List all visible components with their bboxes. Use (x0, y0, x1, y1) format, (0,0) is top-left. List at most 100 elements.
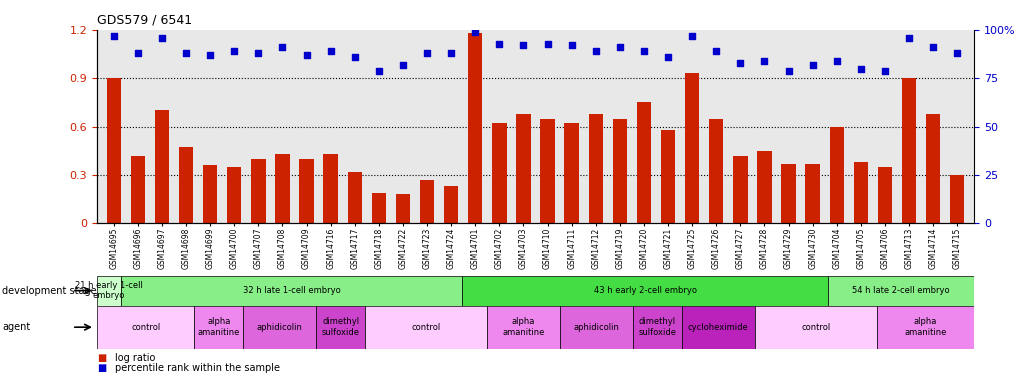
Point (804, 62, 820, 68)
Bar (516, 114, 530, 223)
Bar (853, 162, 867, 223)
Bar (540, 118, 554, 223)
Point (226, 48, 243, 54)
Bar (925, 114, 940, 223)
Bar (901, 78, 915, 223)
Point (827, 58, 844, 64)
Bar (756, 151, 771, 223)
Bar (316, 306, 365, 349)
Point (732, 60, 748, 66)
Point (274, 44, 290, 50)
Bar (155, 111, 169, 223)
Point (611, 44, 628, 50)
Point (659, 54, 676, 60)
Bar (323, 154, 337, 223)
Point (852, 66, 868, 72)
Point (948, 50, 964, 56)
Text: dimethyl
sulfoxide: dimethyl sulfoxide (321, 318, 360, 337)
Point (177, 50, 194, 56)
Text: aphidicolin: aphidicolin (257, 322, 303, 332)
Bar (371, 192, 386, 223)
Bar (949, 175, 964, 223)
Bar (828, 127, 843, 223)
Point (394, 62, 411, 68)
Bar (876, 167, 892, 223)
Text: ■: ■ (97, 353, 106, 363)
Point (539, 40, 555, 46)
Point (587, 48, 603, 54)
Point (684, 33, 700, 39)
Point (202, 52, 218, 58)
Bar (875, 306, 973, 349)
Text: aphidicolin: aphidicolin (573, 322, 619, 332)
Point (876, 68, 893, 74)
Text: dimethyl
sulfoxide: dimethyl sulfoxide (638, 318, 676, 337)
Bar (559, 306, 633, 349)
Point (370, 68, 386, 74)
Bar (636, 102, 650, 223)
Bar (395, 194, 410, 223)
Point (924, 44, 941, 50)
Point (515, 42, 531, 48)
Text: control: control (130, 322, 160, 332)
Bar (684, 74, 699, 223)
Bar (805, 164, 819, 223)
Point (106, 33, 122, 39)
Bar (708, 118, 722, 223)
Text: log ratio: log ratio (115, 353, 156, 363)
Bar (462, 276, 827, 306)
Bar (612, 118, 627, 223)
Point (322, 48, 338, 54)
Bar (564, 123, 579, 223)
Bar (121, 276, 462, 306)
Point (129, 50, 146, 56)
Bar (178, 147, 194, 223)
Text: alpha
amanitine: alpha amanitine (501, 318, 544, 337)
Text: GDS579 / 6541: GDS579 / 6541 (97, 13, 192, 26)
Bar (347, 172, 362, 223)
Bar (243, 306, 316, 349)
Bar (130, 156, 145, 223)
Bar (275, 154, 289, 223)
Bar (733, 156, 747, 223)
Text: control: control (800, 322, 829, 332)
Text: 21 h early 1-cell
embryо: 21 h early 1-cell embryо (75, 281, 143, 300)
Point (442, 50, 459, 56)
Bar (299, 159, 314, 223)
Text: percentile rank within the sample: percentile rank within the sample (115, 363, 280, 374)
Bar (227, 167, 242, 223)
Bar (195, 306, 243, 349)
Text: development stage: development stage (2, 286, 97, 296)
Text: cycloheximide: cycloheximide (687, 322, 748, 332)
Bar (420, 180, 434, 223)
Point (491, 40, 507, 46)
Text: ■: ■ (97, 363, 106, 374)
Bar (588, 114, 602, 223)
Point (707, 48, 723, 54)
Point (154, 35, 170, 41)
Bar (681, 306, 754, 349)
Text: alpha
amanitine: alpha amanitine (903, 318, 946, 337)
Bar (491, 123, 506, 223)
Point (780, 68, 796, 74)
Point (250, 50, 266, 56)
Text: 54 h late 2-cell embryo: 54 h late 2-cell embryo (851, 286, 949, 295)
Bar (97, 276, 121, 306)
Text: alpha
amanitine: alpha amanitine (198, 318, 239, 337)
Point (900, 35, 916, 41)
Point (467, 29, 483, 35)
Bar (781, 164, 795, 223)
Text: 43 h early 2-cell embryo: 43 h early 2-cell embryo (593, 286, 696, 295)
Point (755, 58, 771, 64)
Bar (660, 130, 675, 223)
Bar (486, 306, 559, 349)
Bar (754, 306, 875, 349)
Bar (97, 306, 195, 349)
Text: 32 h late 1-cell embryo: 32 h late 1-cell embryo (243, 286, 340, 295)
Bar (251, 159, 265, 223)
Point (562, 42, 579, 48)
Bar (633, 306, 681, 349)
Point (635, 48, 651, 54)
Bar (106, 78, 121, 223)
Point (346, 54, 363, 60)
